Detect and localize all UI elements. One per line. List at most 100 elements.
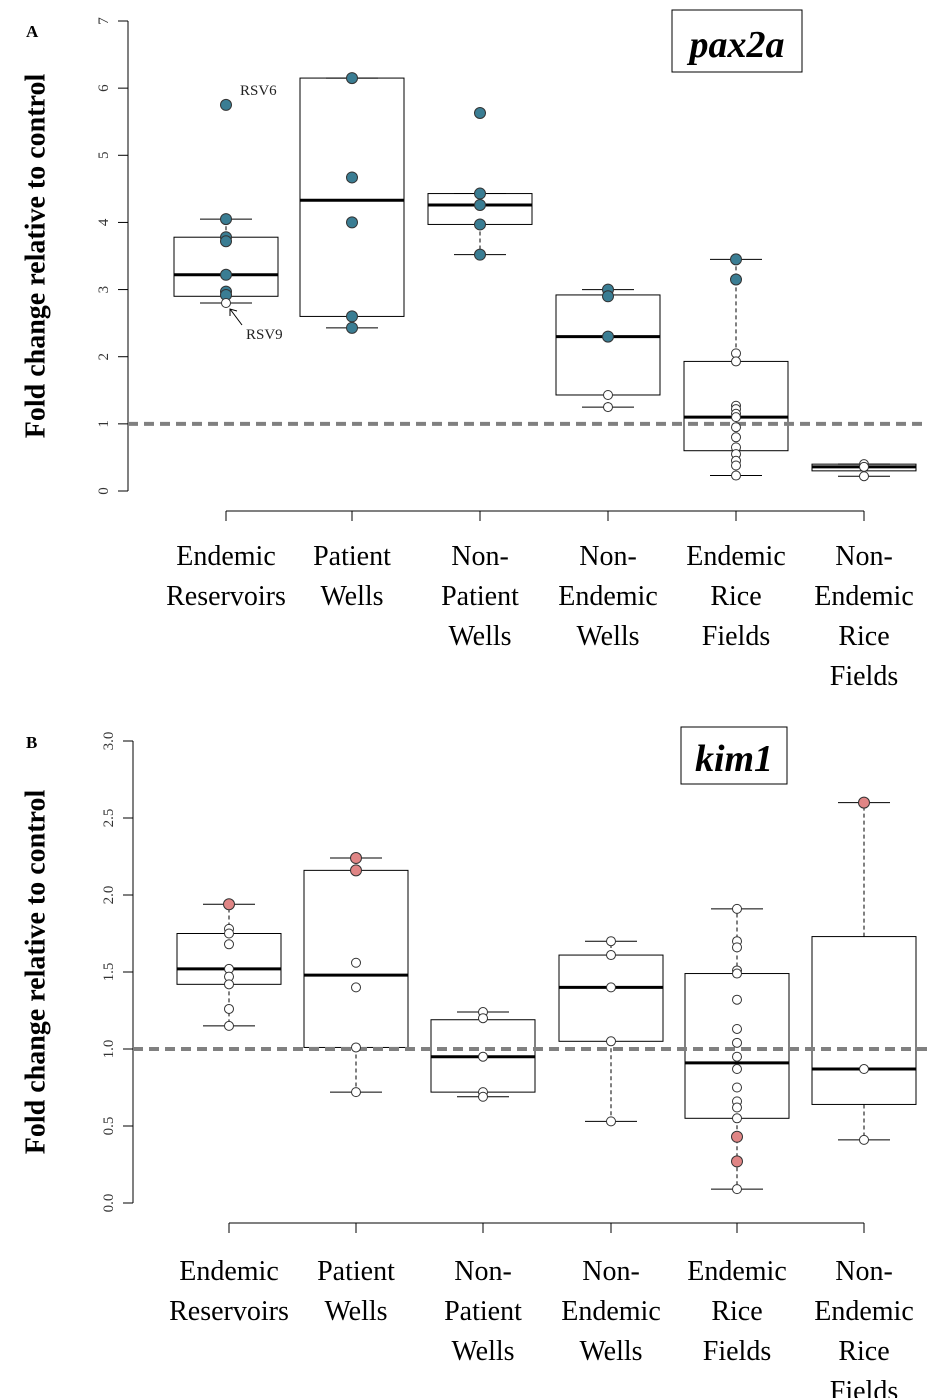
panel-b-y-tick-label: 0.5 bbox=[101, 1117, 117, 1136]
panel-a-data-point bbox=[730, 273, 742, 286]
panel-b-box bbox=[558, 954, 664, 1042]
panel-a-y-tick-label: 2 bbox=[96, 353, 112, 361]
panel-a-data-point bbox=[731, 422, 741, 433]
panel-b-data-point bbox=[732, 1113, 742, 1124]
panel-a-data-point bbox=[603, 402, 613, 413]
panel-b-y-tick-label: 3.0 bbox=[101, 732, 117, 751]
panel-a-category-label: Endemic bbox=[176, 541, 276, 572]
panel-a-category-label: Non- bbox=[579, 541, 637, 572]
panel-a-category-label: Rice bbox=[838, 621, 889, 652]
panel-b-data-point bbox=[731, 1155, 743, 1168]
panel-a-annotation-label: RSV9 bbox=[246, 327, 283, 343]
panel-a-box bbox=[299, 77, 405, 317]
panel-b-data-point bbox=[350, 864, 362, 877]
panel-b-data-point bbox=[606, 1116, 616, 1127]
panel-b-y-tick-label: 2.5 bbox=[101, 809, 117, 828]
panel-b-box bbox=[811, 936, 917, 1105]
panel-b-data-point bbox=[732, 903, 742, 914]
panel-b-category-label: Rice bbox=[711, 1296, 762, 1327]
panel-a-data-point bbox=[602, 290, 614, 303]
panel-a-category-label: Patient bbox=[313, 541, 391, 572]
panel-b-data-point bbox=[350, 852, 362, 865]
panel-a-data-point bbox=[474, 187, 486, 200]
panel-a-title-box bbox=[671, 9, 803, 73]
panel-b-data-point bbox=[732, 1051, 742, 1062]
panel-b-data-point bbox=[478, 1013, 488, 1024]
panel-b-category-label: Reservoirs bbox=[169, 1296, 289, 1327]
panel-a-letter: A bbox=[26, 22, 39, 41]
panel-a-data-point bbox=[602, 330, 614, 343]
panel-a-data-point bbox=[346, 171, 358, 184]
panel-a-category-label: Patient bbox=[441, 581, 519, 612]
panel-a-data-point bbox=[731, 470, 741, 481]
panel-b-category-label: Fields bbox=[703, 1336, 771, 1367]
panel-a-category-label: Reservoirs bbox=[166, 581, 286, 612]
panel-b-category-label: Endemic bbox=[179, 1256, 279, 1287]
panel-a-data-point bbox=[730, 253, 742, 266]
panel-b-data-point bbox=[858, 796, 870, 809]
panel-b-category-label: Wells bbox=[324, 1296, 387, 1327]
panel-b-data-point bbox=[478, 1091, 488, 1102]
panel-b-data-point bbox=[732, 1023, 742, 1034]
panel-b-data-point bbox=[732, 942, 742, 953]
panel-a-category-label: Endemic bbox=[814, 581, 914, 612]
panel-b-data-point bbox=[732, 1037, 742, 1048]
panel-a-y-tick-label: 0 bbox=[96, 487, 112, 495]
panel-b-category-label: Non- bbox=[454, 1256, 512, 1287]
panel-b-data-point bbox=[732, 994, 742, 1005]
panel-a-category-label: Endemic bbox=[558, 581, 658, 612]
panel-b-category-label: Endemic bbox=[561, 1296, 661, 1327]
panel-b-category-label: Wells bbox=[579, 1336, 642, 1367]
panel-b-data-point bbox=[731, 1130, 743, 1143]
panel-b-data-point bbox=[351, 1042, 361, 1053]
panel-a-y-tick-label: 7 bbox=[96, 17, 112, 25]
panel-a-data-point bbox=[731, 460, 741, 471]
panel-a-y-tick-label: 1 bbox=[96, 420, 112, 428]
panel-a-y-tick-label: 4 bbox=[96, 218, 112, 226]
panel-a-y-tick-label: 3 bbox=[96, 286, 112, 294]
panel-b-data-point bbox=[859, 1064, 869, 1075]
panel-a-data-point bbox=[220, 268, 232, 281]
panel-a-annotation-label: RSV6 bbox=[240, 83, 277, 99]
panel-b-data-point bbox=[224, 928, 234, 939]
panel-a-data-point bbox=[731, 356, 741, 367]
panel-a-category-label: Non- bbox=[451, 541, 509, 572]
panel-b-data-point bbox=[223, 898, 235, 911]
panel-b-category-label: Patient bbox=[444, 1296, 522, 1327]
panel-a-data-point bbox=[474, 248, 486, 261]
panel-b-title-box bbox=[680, 726, 788, 785]
panel-b-y-axis-label: Fold change relative to control bbox=[21, 790, 52, 1155]
panel-a-title: pax2a bbox=[687, 24, 785, 66]
panel-a-data-point bbox=[221, 298, 231, 308]
panel-a-data-point bbox=[220, 235, 232, 248]
panel-b-data-point bbox=[732, 1082, 742, 1093]
panel-a-category-label: Wells bbox=[320, 581, 383, 612]
panel-a-data-point bbox=[346, 321, 358, 334]
panel-b-y-tick-label: 0.0 bbox=[101, 1194, 117, 1213]
panel-b-data-point bbox=[859, 1134, 869, 1145]
panel-a-y-tick-label: 6 bbox=[96, 84, 112, 92]
panel-a-y-axis-label: Fold change relative to control bbox=[21, 74, 52, 439]
panel-b-data-point bbox=[224, 979, 234, 990]
panel-a-annotation-arrowhead bbox=[229, 308, 238, 316]
panel-b-data-point bbox=[732, 1184, 742, 1195]
panel-a-category-label: Non- bbox=[835, 541, 893, 572]
panel-b-data-point bbox=[732, 968, 742, 979]
panel-b-category-label: Non- bbox=[835, 1256, 893, 1287]
panel-a-category-label: Fields bbox=[830, 661, 898, 692]
panel-b-data-point bbox=[224, 1020, 234, 1031]
panel-a-data-point bbox=[859, 471, 869, 482]
panel-a-data-point bbox=[731, 412, 741, 423]
panel-b-data-point bbox=[606, 936, 616, 947]
panel-b-category-label: Patient bbox=[317, 1256, 395, 1287]
panel-a-data-point bbox=[474, 106, 486, 119]
panel-b-y-tick-label: 1.5 bbox=[101, 963, 117, 982]
panel-a-data-point bbox=[859, 461, 869, 472]
panel-b-data-point bbox=[732, 1102, 742, 1113]
panel-b-y-tick-label: 2.0 bbox=[101, 886, 117, 905]
panel-a-category-label: Rice bbox=[710, 581, 761, 612]
panel-b-category-label: Non- bbox=[582, 1256, 640, 1287]
panel-a-data-point bbox=[603, 389, 613, 400]
panel-b-category-label: Endemic bbox=[687, 1256, 787, 1287]
